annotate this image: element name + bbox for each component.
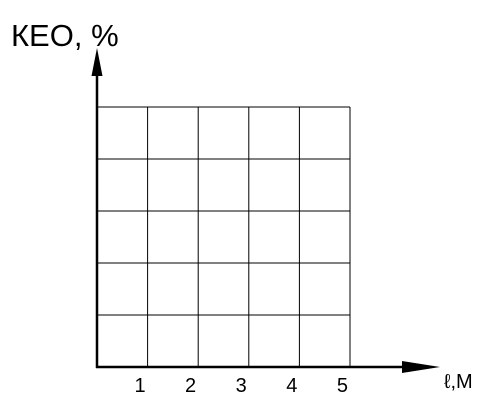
y-axis-arrow-icon — [91, 48, 103, 76]
x-axis-arrow-icon — [402, 361, 440, 373]
x-tick-label: 1 — [134, 375, 145, 397]
x-tick-labels: 1 2 3 4 5 — [134, 375, 348, 397]
x-tick-label: 3 — [236, 375, 247, 397]
grid — [97, 106, 351, 367]
x-tick-label: 2 — [185, 375, 196, 397]
x-tick-label: 4 — [286, 375, 297, 397]
y-axis-title: КЕО, % — [11, 18, 119, 53]
x-tick-label: 5 — [337, 375, 348, 397]
x-axis-title: ℓ,M — [444, 371, 473, 393]
